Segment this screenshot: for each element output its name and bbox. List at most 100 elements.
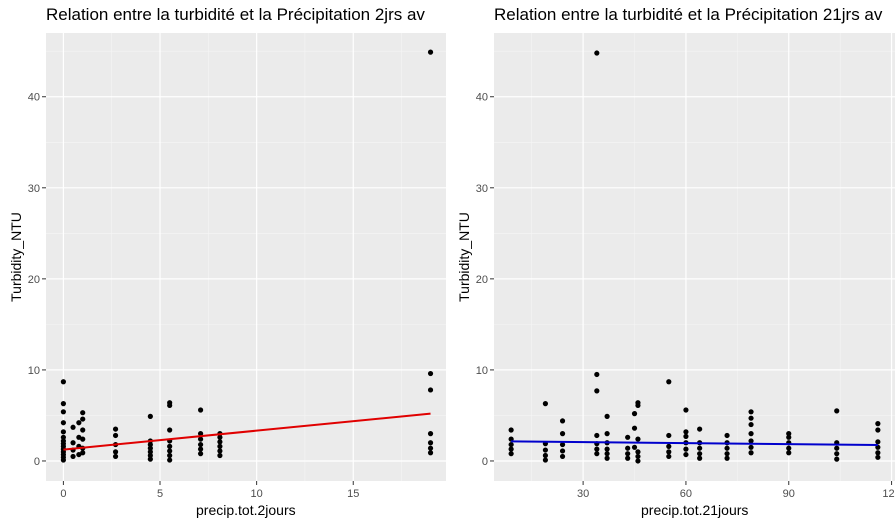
data-point (80, 427, 86, 433)
data-point (594, 388, 600, 394)
data-point (666, 449, 672, 455)
data-point (748, 438, 754, 444)
data-point (724, 455, 730, 461)
data-point (427, 450, 434, 456)
data-point (542, 401, 549, 407)
data-point (167, 427, 173, 433)
x-tick-label: 120 (882, 488, 895, 500)
scatter-plot-21jours: 30 60 90 120 0 10 20 30 40 (476, 33, 895, 500)
data-point (60, 434, 66, 440)
x-tick-label: 10 (251, 488, 263, 500)
data-point (594, 446, 600, 452)
data-point (167, 457, 173, 463)
data-point (508, 451, 514, 457)
data-point (60, 420, 66, 426)
data-point (604, 431, 610, 437)
data-point (748, 409, 754, 415)
data-point (697, 451, 703, 457)
data-point (60, 401, 66, 407)
data-point (875, 427, 881, 433)
data-point (666, 443, 672, 449)
data-point (76, 451, 82, 458)
data-point (559, 453, 566, 460)
data-point (625, 434, 631, 440)
x-axis-label: precip.tot.2jours (196, 502, 296, 518)
data-point (834, 408, 840, 414)
data-point (875, 421, 881, 427)
y-axis-label: Turbidity_NTU (455, 212, 472, 302)
data-point (60, 438, 66, 444)
data-point (427, 431, 434, 437)
data-point (635, 453, 641, 460)
data-point (559, 448, 566, 454)
data-point (683, 451, 689, 458)
data-point (147, 452, 153, 459)
data-point (625, 445, 631, 451)
data-point (786, 445, 792, 451)
data-point (147, 449, 153, 455)
data-point (112, 426, 119, 432)
data-point (748, 444, 754, 450)
data-point (786, 431, 792, 437)
data-point (683, 433, 689, 439)
data-point (683, 446, 689, 452)
data-point (635, 436, 641, 442)
data-point (70, 424, 76, 430)
data-point (70, 453, 76, 460)
data-point (559, 418, 566, 424)
data-point (834, 456, 840, 462)
data-point (197, 441, 204, 448)
data-point (748, 450, 754, 456)
y-tick-label: 30 (476, 183, 488, 195)
x-tick-label: 60 (680, 488, 692, 500)
x-axis-label: precip.tot.21jours (641, 502, 749, 518)
data-point (112, 453, 119, 460)
chart-panel-21jours: Relation entre la turbidité et la Précip… (448, 0, 895, 526)
data-point (508, 427, 514, 433)
data-point (724, 432, 730, 439)
data-point (197, 436, 204, 442)
chart-panel-2jours: Relation entre la turbidité et la Précip… (8, 5, 446, 518)
data-point (875, 454, 881, 460)
data-point (217, 452, 223, 459)
data-point (697, 426, 703, 432)
data-point (217, 434, 223, 440)
data-point (427, 387, 434, 393)
data-points (60, 49, 434, 463)
y-tick-label: 10 (476, 365, 488, 377)
y-tick-label: 30 (28, 183, 40, 195)
data-point (834, 451, 840, 457)
data-point (631, 425, 638, 431)
data-point (635, 449, 641, 455)
grid-lines (494, 33, 895, 481)
data-point (594, 50, 600, 56)
data-point (217, 439, 223, 445)
plot-background (494, 33, 895, 481)
data-point (724, 445, 730, 451)
chart-title: Relation entre la turbidité et la Précip… (46, 5, 425, 24)
data-point (635, 400, 641, 406)
y-tick-label: 0 (34, 456, 40, 468)
x-tick-label: 30 (577, 488, 589, 500)
data-point (427, 49, 434, 55)
data-point (217, 443, 223, 449)
data-point (594, 432, 600, 439)
data-point (542, 457, 549, 463)
data-point (427, 440, 434, 446)
y-tick-label: 40 (28, 92, 40, 104)
data-point (697, 455, 703, 461)
chart-title: Relation entre la turbidité et la Précip… (494, 5, 883, 24)
data-point (666, 379, 672, 385)
data-points (508, 50, 881, 464)
data-point (60, 429, 66, 435)
y-tick-label: 10 (28, 365, 40, 377)
data-point (604, 413, 610, 419)
data-point (508, 446, 514, 452)
data-point (594, 451, 600, 457)
data-point (167, 452, 173, 459)
y-tick-label: 20 (28, 274, 40, 286)
grid-lines (46, 33, 446, 481)
data-point (197, 407, 204, 413)
data-point (697, 445, 703, 451)
data-point (748, 431, 754, 437)
